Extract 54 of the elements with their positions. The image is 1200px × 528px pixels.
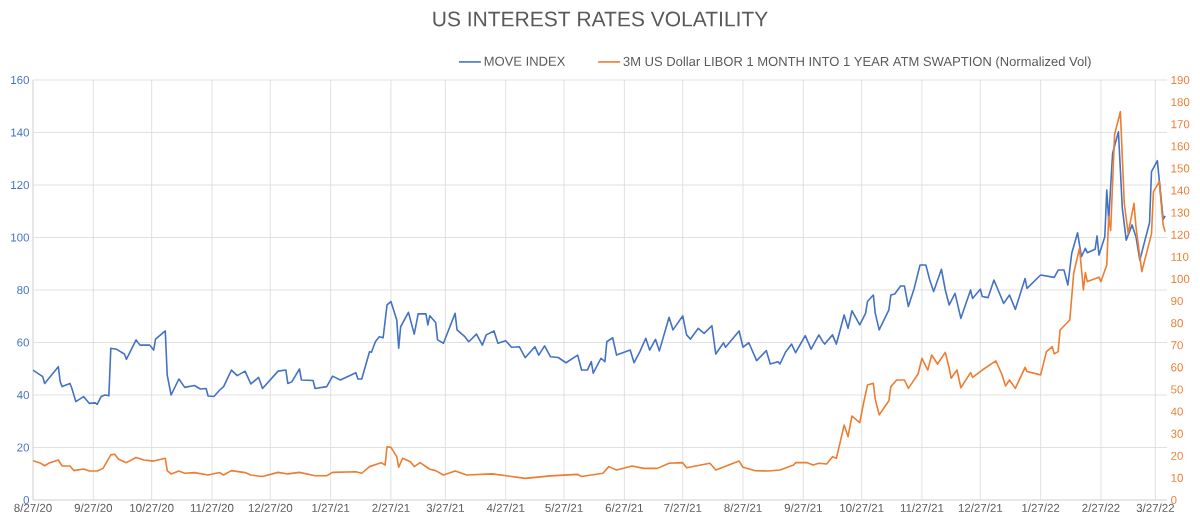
x-tick-label: 9/27/20 <box>74 503 113 512</box>
y-tick-label: 20 <box>17 443 30 452</box>
x-tick-label: 5/27/21 <box>545 503 583 512</box>
x-tick-label: 12/27/21 <box>958 503 1003 512</box>
x-tick-label: 2/27/21 <box>372 503 410 512</box>
y2-tick-label: 160 <box>1171 142 1190 151</box>
x-tick-label: 1/27/22 <box>1022 503 1060 512</box>
x-tick-label: 10/27/21 <box>840 503 884 512</box>
y2-tick-label: 150 <box>1171 164 1190 173</box>
y2-tick-label: 140 <box>1171 186 1190 195</box>
y2-tick-label: 180 <box>1171 98 1190 107</box>
y-tick-label: 60 <box>17 338 30 347</box>
x-tick-label: 4/27/21 <box>486 503 525 512</box>
y2-tick-label: 50 <box>1171 385 1183 394</box>
y2-tick-label: 30 <box>1171 429 1183 438</box>
y2-tick-label: 120 <box>1171 230 1190 239</box>
y-tick-label: 0 <box>23 495 30 505</box>
legend-label: MOVE INDEX <box>484 56 566 66</box>
y-tick-label: 160 <box>11 75 30 85</box>
x-tick-label: 3/27/21 <box>426 503 465 512</box>
x-tick-label: 10/27/20 <box>130 503 174 512</box>
y2-tick-label: 110 <box>1171 252 1189 261</box>
y2-tick-label: 170 <box>1171 120 1190 129</box>
y2-tick-label: 190 <box>1171 75 1190 85</box>
y-tick-label: 80 <box>17 285 30 295</box>
x-tick-label: 9/27/21 <box>784 503 822 512</box>
y2-tick-label: 40 <box>1170 407 1183 416</box>
x-tick-label: 2/27/22 <box>1082 503 1120 512</box>
x-tick-label: 3/27/22 <box>1136 503 1174 512</box>
line-series <box>33 110 1166 480</box>
x-tick-label: 1/27/21 <box>312 503 350 512</box>
legend-label: 3M US Dollar LIBOR 1 MONTH INTO 1 YEAR ATM SWAPTION (Normalized Vol) <box>623 56 1091 69</box>
x-tick-label: 6/27/21 <box>605 503 643 512</box>
x-tick-label: 11/27/20 <box>190 503 234 512</box>
y2-tick-label: 10 <box>1171 473 1183 482</box>
x-tick-label: 7/27/21 <box>664 503 702 512</box>
y-tick-label: 140 <box>11 128 30 137</box>
x-tick-label: 12/27/20 <box>248 503 293 512</box>
y2-tick-label: 130 <box>1171 208 1190 217</box>
chart-title: US INTEREST RATES VOLATILITY <box>433 11 768 27</box>
line-series <box>33 130 1166 406</box>
y2-tick-label: 70 <box>1171 341 1183 350</box>
y2-tick-label: 90 <box>1171 296 1183 306</box>
y2-tick-label: 60 <box>1171 363 1183 372</box>
y2-tick-label: 80 <box>1171 319 1183 328</box>
y2-tick-label: 20 <box>1171 451 1183 460</box>
x-tick-label: 8/27/20 <box>14 503 52 512</box>
y-tick-label: 120 <box>11 180 30 190</box>
x-tick-label: 11/27/21 <box>900 503 944 512</box>
y-tick-label: 100 <box>11 233 30 242</box>
y2-tick-label: 0 <box>1171 495 1177 505</box>
y-tick-label: 40 <box>16 390 30 400</box>
y2-tick-label: 100 <box>1171 274 1190 284</box>
x-tick-label: 8/27/21 <box>724 503 762 512</box>
